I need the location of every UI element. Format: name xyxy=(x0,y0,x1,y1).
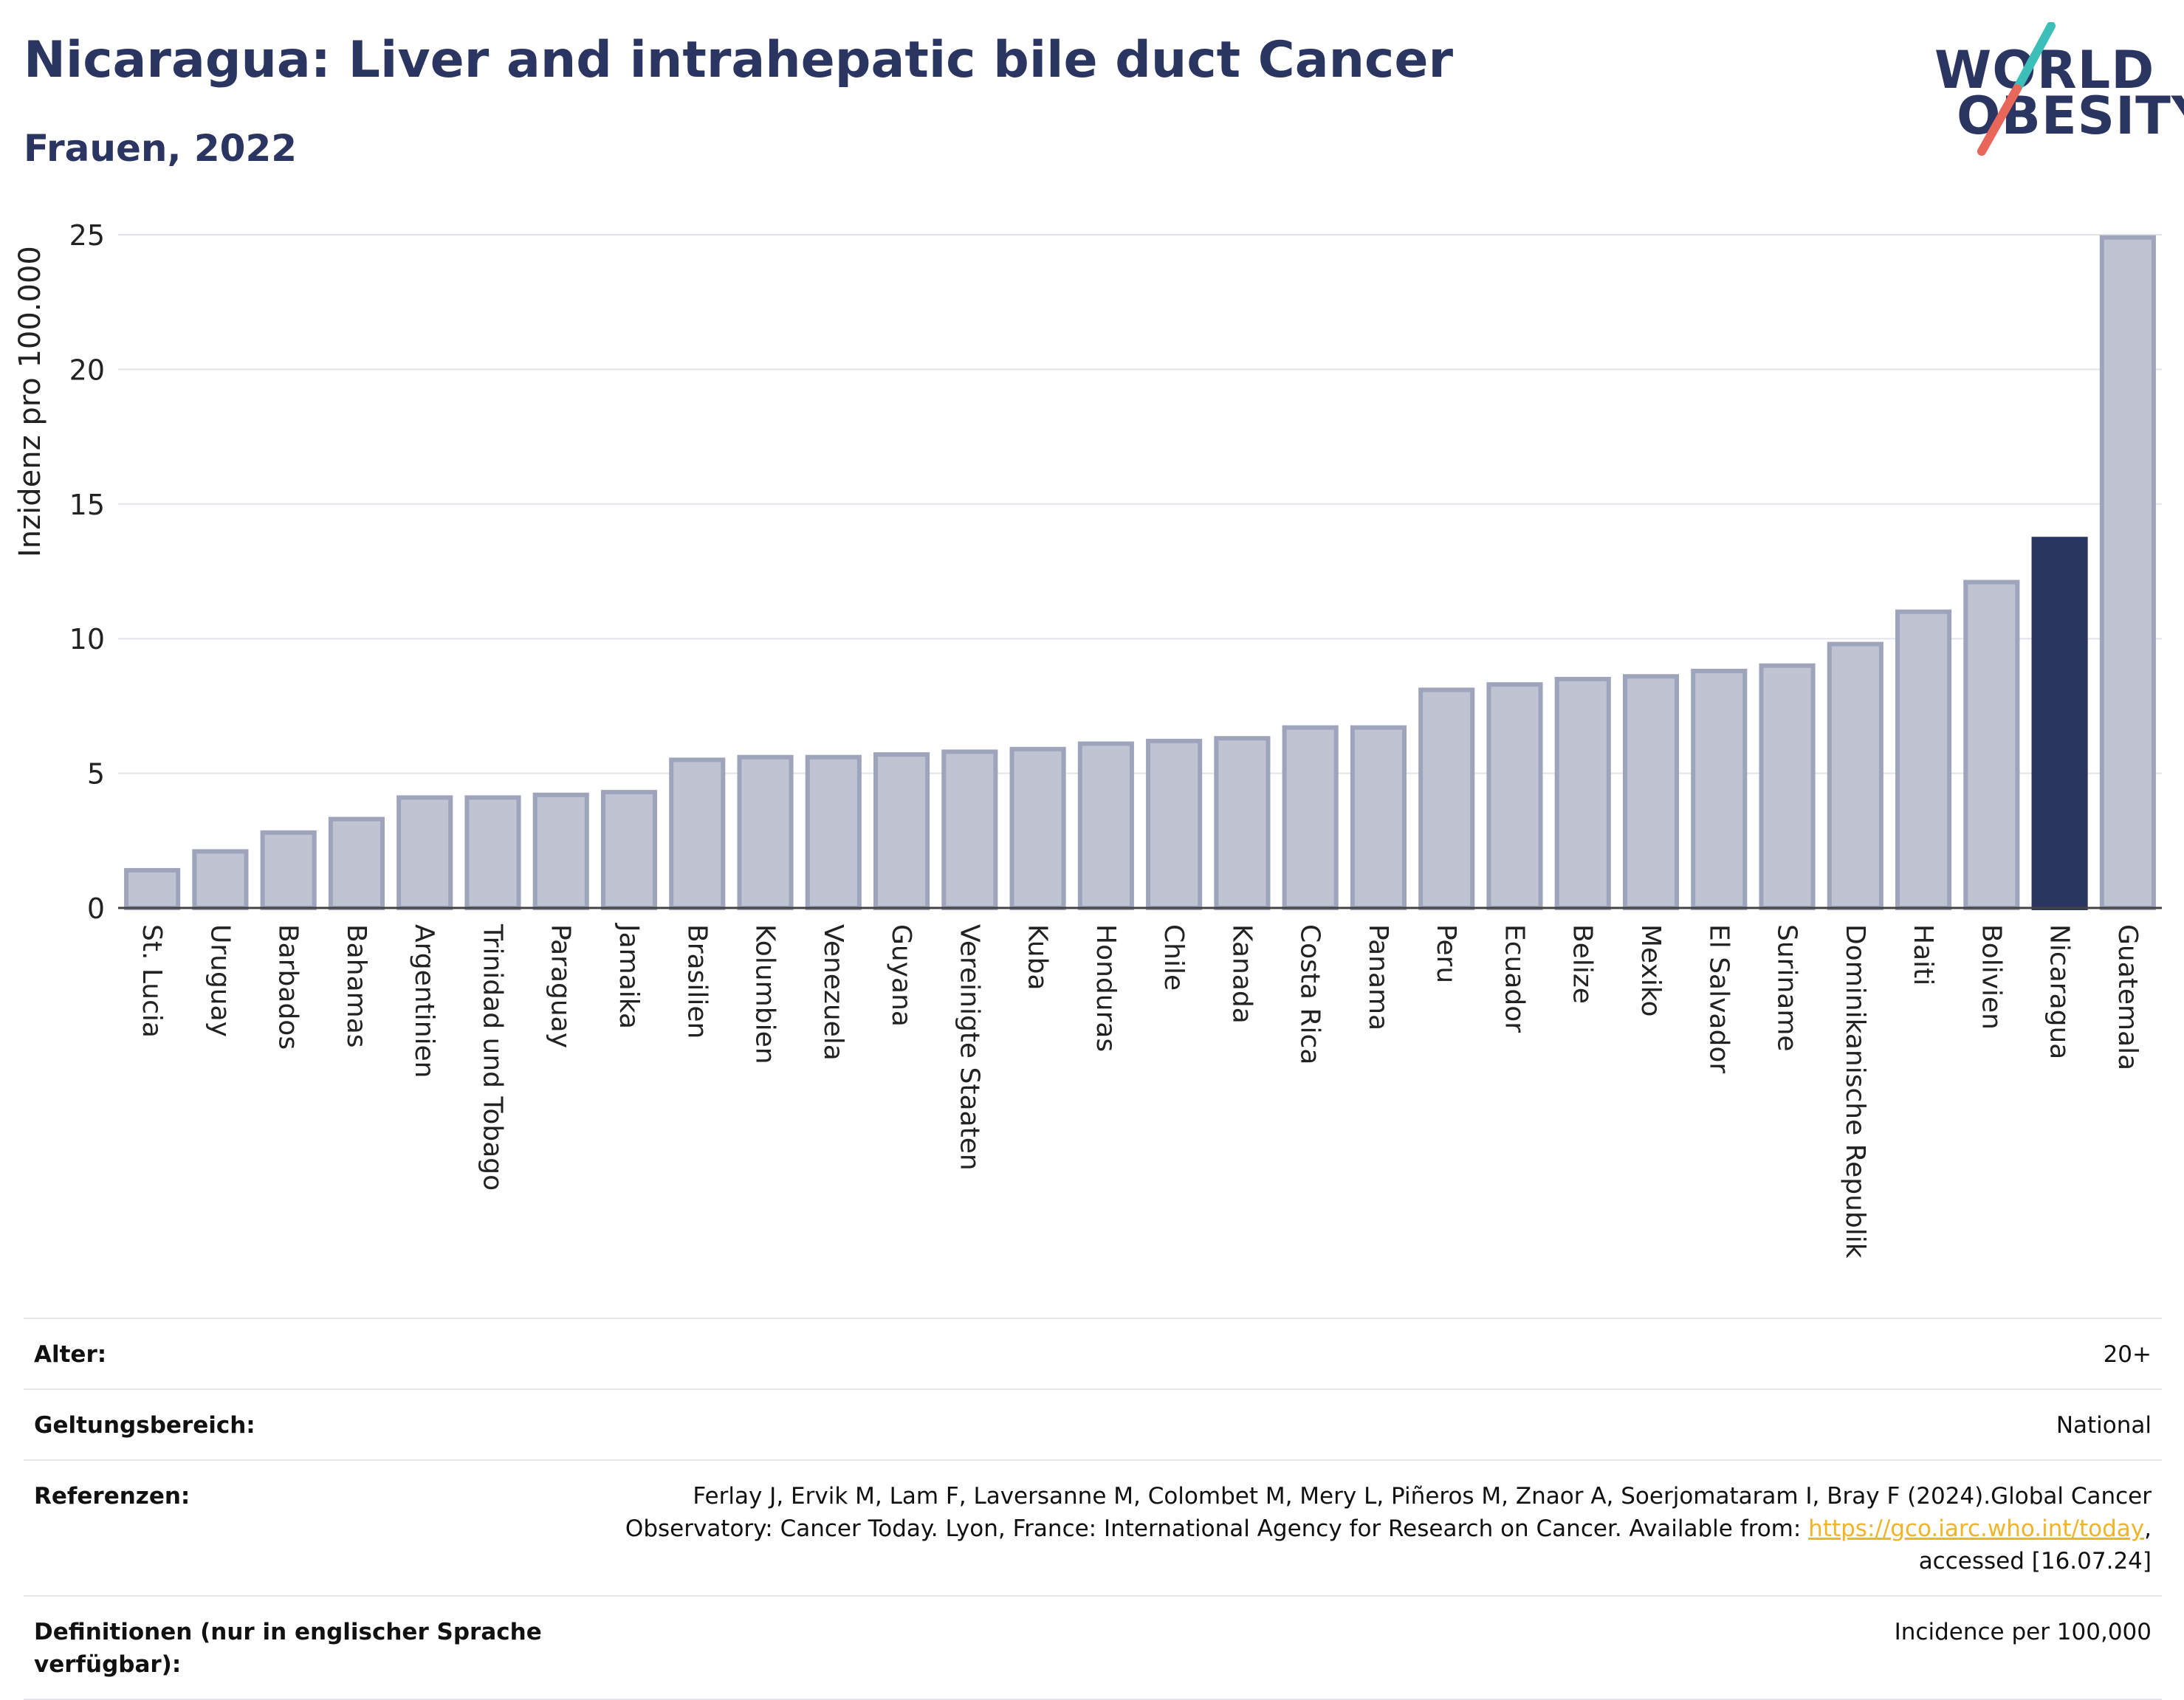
x-tick-label: Ecuador xyxy=(1499,924,1529,1033)
y-tick-label: 5 xyxy=(87,758,105,791)
x-tick-label: El Salvador xyxy=(1703,924,1734,1073)
bar xyxy=(873,752,930,911)
meta-ref-label: Referenzen: xyxy=(34,1483,190,1510)
x-tick-label: Haiti xyxy=(1908,924,1938,985)
x-tick-label: Guyana xyxy=(886,924,916,1027)
bar xyxy=(1146,738,1203,910)
logo-word-1: WORLD xyxy=(1934,40,2155,100)
x-tick-label: Kuba xyxy=(1023,924,1053,991)
bar xyxy=(1009,746,1066,910)
x-tick-label: Venezuela xyxy=(818,924,848,1061)
bar xyxy=(532,792,589,910)
bar-chart: 0 5 10 15 20 25 St. Lucia Uruguay Barbados Bahama… xyxy=(69,219,2162,1259)
y-tick-label: 20 xyxy=(69,354,105,386)
x-tick-label: Chile xyxy=(1158,924,1189,991)
bar xyxy=(124,867,181,910)
meta-row-definitions: Definitionen (nur in englischer Sprache … xyxy=(24,1595,2162,1700)
bar xyxy=(1622,674,1680,910)
bar xyxy=(669,757,726,910)
meta-scope-value: National xyxy=(2056,1412,2152,1439)
bar xyxy=(1827,641,1883,910)
bar xyxy=(1963,579,2020,910)
x-tick-label: Dominikanische Republik xyxy=(1840,924,1870,1259)
meta-ref-text-1: Ferlay J, Ervik M, Lam F, Laversanne M, … xyxy=(625,1483,2152,1542)
x-tick-label: Bolivien xyxy=(1976,924,2006,1030)
y-tick-label: 10 xyxy=(69,623,105,655)
x-tick-label: St. Lucia xyxy=(137,924,167,1038)
y-tick-label: 0 xyxy=(87,892,105,925)
meta-ref-value: Ferlay J, Ervik M, Lam F, Laversanne M, … xyxy=(601,1480,2152,1577)
bar xyxy=(2099,235,2156,910)
bar xyxy=(737,754,794,910)
meta-def-value: Incidence per 100,000 xyxy=(1894,1619,2152,1645)
bar xyxy=(464,795,521,910)
bar xyxy=(2031,537,2088,910)
meta-row-age: Alter: 20+ xyxy=(24,1318,2162,1388)
x-tick-label: Nicaragua xyxy=(2044,924,2075,1059)
x-tick-label: Trinidad und Tobago xyxy=(477,923,507,1191)
y-tick-label: 15 xyxy=(69,489,105,521)
x-tick-label: Barbados xyxy=(273,924,303,1050)
bar xyxy=(328,816,385,911)
bar xyxy=(1759,663,1816,910)
y-tick-label: 25 xyxy=(69,219,105,252)
x-tick-label: Belize xyxy=(1567,924,1598,1004)
x-tick-label: Honduras xyxy=(1091,924,1121,1052)
x-tick-label: Panama xyxy=(1363,924,1393,1030)
world-obesity-logo: WORLD OBESITY xyxy=(1927,22,2184,159)
x-tick-label: Argentinien xyxy=(409,924,439,1078)
bar xyxy=(1350,725,1407,910)
bar xyxy=(1691,668,1748,910)
x-tick-label: Jamaika xyxy=(614,923,644,1029)
x-tick-label: Guatemala xyxy=(2112,924,2143,1070)
bar xyxy=(1418,687,1475,911)
x-tick-label: Suriname xyxy=(1772,924,1802,1052)
x-tick-label: Costa Rica xyxy=(1295,924,1325,1064)
bar xyxy=(1214,736,1271,911)
bar xyxy=(396,795,453,910)
bar xyxy=(1895,609,1952,910)
logo-slash-icon xyxy=(1977,22,2056,156)
bar xyxy=(260,830,317,911)
x-tick-label: Peru xyxy=(1431,924,1461,983)
meta-row-references: Referenzen: Ferlay J, Ervik M, Lam F, La… xyxy=(24,1459,2162,1595)
x-tick-label: Paraguay xyxy=(546,924,576,1048)
x-tick-label: Mexiko xyxy=(1635,924,1666,1016)
bar xyxy=(941,749,998,911)
meta-ref-text-2: , accessed [16.07.24] xyxy=(1918,1515,2152,1575)
bar xyxy=(1554,676,1611,910)
meta-def-label: Definitionen (nur in englischer Sprache … xyxy=(34,1619,542,1678)
x-tick-label: Bahamas xyxy=(341,924,371,1048)
bar xyxy=(1282,725,1339,910)
bar xyxy=(192,849,249,911)
bar xyxy=(805,754,862,910)
x-tick-label: Kolumbien xyxy=(750,924,780,1064)
meta-age-label: Alter: xyxy=(34,1341,107,1368)
meta-scope-label: Geltungsbereich: xyxy=(34,1412,255,1439)
meta-ref-link[interactable]: https://gco.iarc.who.int/today xyxy=(1808,1515,2145,1542)
meta-row-scope: Geltungsbereich: National xyxy=(24,1388,2162,1459)
x-tick-label: Kanada xyxy=(1226,924,1257,1024)
chart-subtitle: Frauen, 2022 xyxy=(24,127,298,170)
bar xyxy=(1077,741,1134,910)
chart-title: Nicaragua: Liver and intrahepatic bile d… xyxy=(24,31,1453,89)
bar xyxy=(600,790,658,910)
bar xyxy=(1486,682,1543,910)
metadata-table: Alter: 20+ Geltungsbereich: National Ref… xyxy=(24,1318,2162,1700)
x-tick-label: Brasilien xyxy=(681,924,712,1039)
meta-age-value: 20+ xyxy=(2103,1341,2152,1368)
x-tick-label: Vereinigte Staaten xyxy=(954,924,984,1171)
x-tick-label: Uruguay xyxy=(205,924,235,1037)
